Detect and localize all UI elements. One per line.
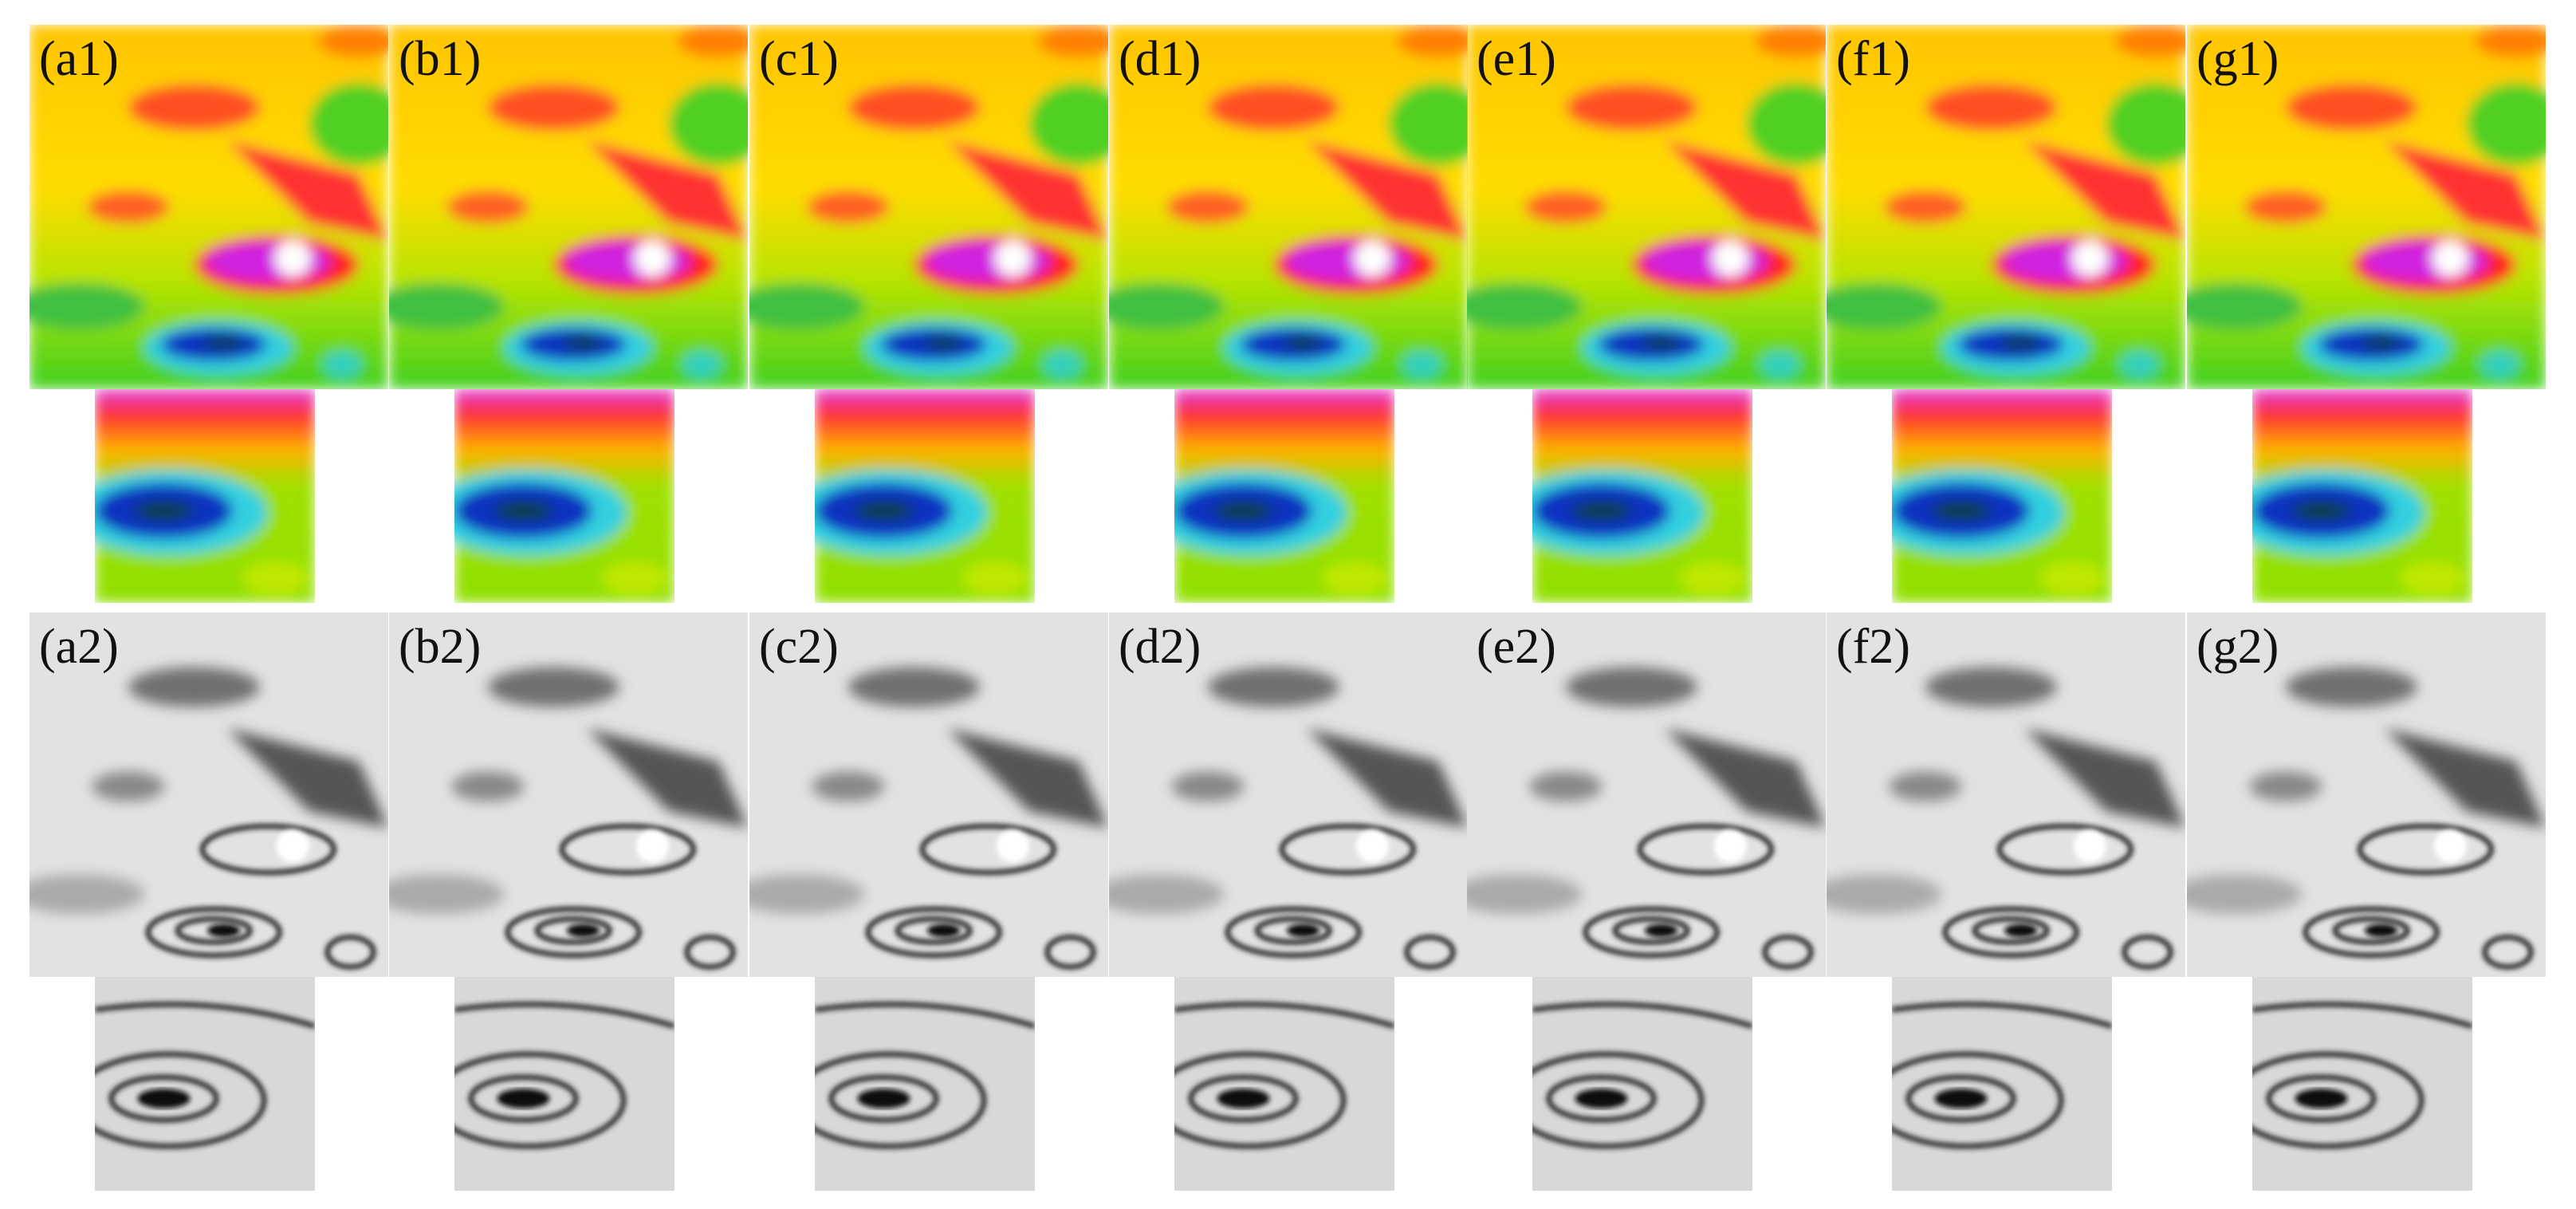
zoom-inset — [2228, 389, 2472, 603]
zoom-inset — [70, 389, 315, 603]
zoom-inset — [433, 977, 674, 1191]
zoom-inset — [73, 977, 315, 1191]
panel-label: (a2) — [39, 620, 119, 674]
panel-label: (c2) — [759, 620, 839, 674]
zoom-inset — [1508, 389, 1752, 603]
zoom-inset — [430, 389, 674, 603]
panel-label: (f2) — [1836, 620, 1910, 674]
zoom-inset — [1153, 977, 1394, 1191]
panel-label: (b2) — [399, 620, 481, 674]
panel-label: (g1) — [2196, 32, 2279, 86]
panel-label: (a1) — [39, 32, 119, 86]
zoom-inset — [1870, 977, 2112, 1191]
panel-label: (g2) — [2196, 620, 2279, 674]
panel-label: (c1) — [759, 32, 839, 86]
panel-label: (e2) — [1477, 620, 1556, 674]
zoom-inset — [1150, 389, 1394, 603]
panel-label: (d2) — [1119, 620, 1201, 674]
panel-label: (f1) — [1836, 32, 1910, 86]
zoom-inset — [793, 977, 1035, 1191]
panel-label: (e1) — [1477, 32, 1556, 86]
zoom-inset — [790, 389, 1035, 603]
panel-label: (d1) — [1119, 32, 1201, 86]
zoom-inset — [1867, 389, 2112, 603]
zoom-inset — [1511, 977, 1752, 1191]
zoom-inset — [2231, 977, 2472, 1191]
panel-label: (b1) — [399, 32, 481, 86]
